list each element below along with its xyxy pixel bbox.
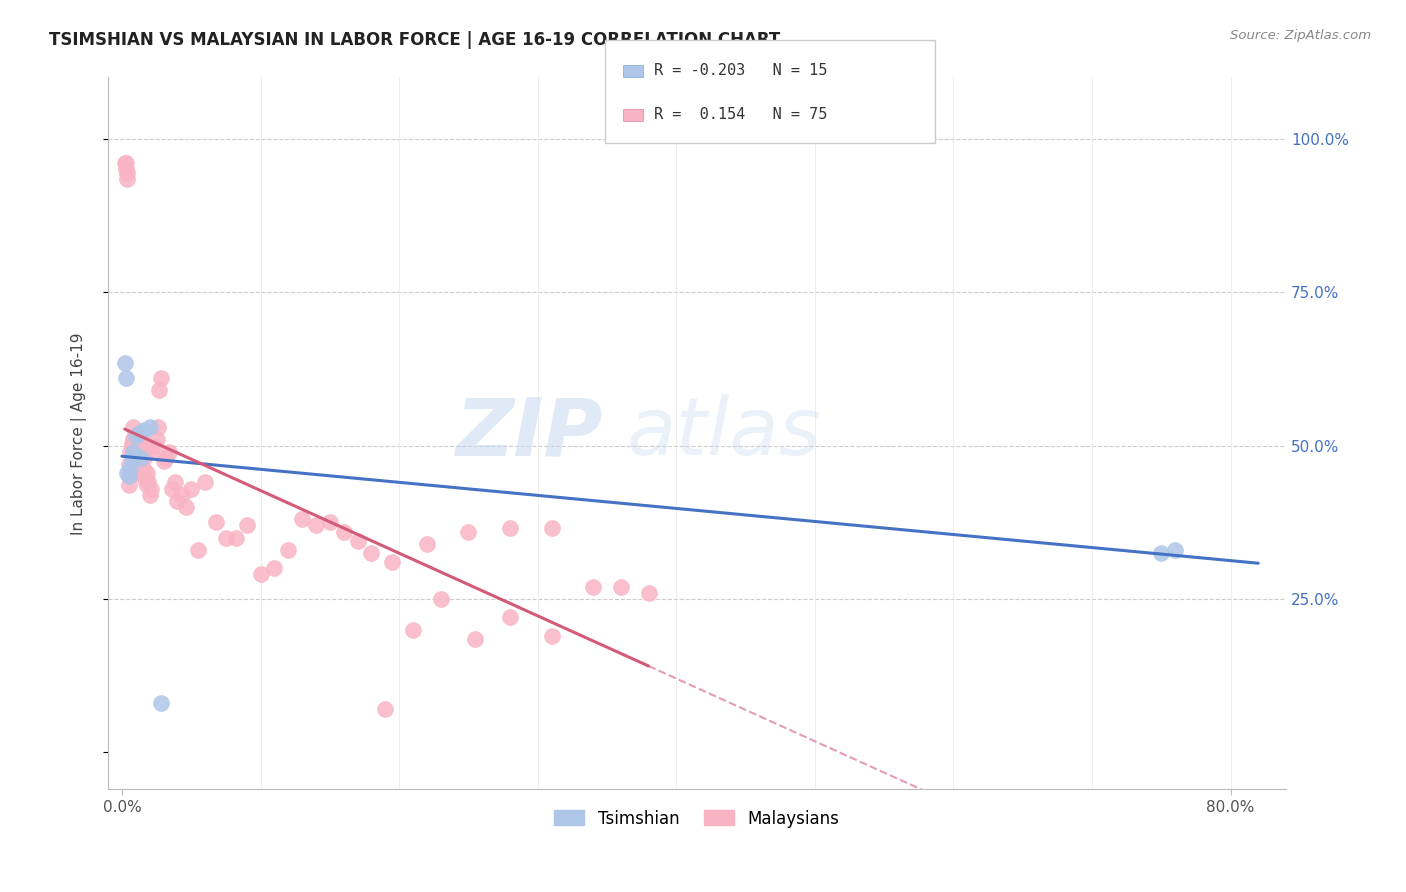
Point	[457, 524, 479, 539]
Point	[118, 478, 141, 492]
Point	[402, 623, 425, 637]
Point	[145, 433, 167, 447]
Point	[277, 542, 299, 557]
Point	[499, 521, 522, 535]
Point	[115, 156, 138, 170]
Point	[124, 433, 146, 447]
Point	[155, 450, 177, 465]
Point	[291, 512, 314, 526]
Point	[132, 450, 155, 465]
Point	[499, 610, 522, 624]
Point	[381, 555, 404, 569]
Point	[1164, 542, 1187, 557]
Point	[118, 469, 141, 483]
Point	[135, 467, 157, 481]
Point	[142, 439, 165, 453]
Point	[263, 561, 285, 575]
Point	[174, 500, 197, 514]
Point	[416, 537, 439, 551]
Point	[127, 457, 149, 471]
Point	[141, 444, 163, 458]
Point	[152, 454, 174, 468]
Text: TSIMSHIAN VS MALAYSIAN IN LABOR FORCE | AGE 16-19 CORRELATION CHART: TSIMSHIAN VS MALAYSIAN IN LABOR FORCE | …	[49, 31, 780, 49]
Point	[117, 171, 139, 186]
Text: atlas: atlas	[626, 394, 821, 473]
Point	[128, 439, 150, 453]
Point	[125, 444, 148, 458]
Point	[125, 457, 148, 471]
Point	[114, 156, 136, 170]
Point	[135, 478, 157, 492]
Point	[138, 420, 160, 434]
Point	[115, 371, 138, 385]
Point	[128, 426, 150, 441]
Point	[332, 524, 354, 539]
Point	[125, 467, 148, 481]
Point	[540, 521, 562, 535]
Point	[610, 580, 633, 594]
Point	[118, 457, 141, 471]
Point	[132, 463, 155, 477]
Point	[194, 475, 217, 490]
Point	[131, 433, 153, 447]
Point	[305, 518, 328, 533]
Point	[346, 533, 368, 548]
Point	[122, 433, 145, 447]
Point	[166, 493, 188, 508]
Point	[637, 586, 659, 600]
Point	[215, 531, 238, 545]
Point	[117, 165, 139, 179]
Point	[374, 702, 396, 716]
Point	[429, 592, 451, 607]
Point	[319, 516, 342, 530]
Point	[170, 488, 193, 502]
Point	[120, 460, 142, 475]
Point	[149, 696, 172, 710]
Point	[134, 472, 156, 486]
Point	[205, 516, 228, 530]
Point	[163, 475, 186, 490]
Point	[121, 450, 143, 465]
Legend: Tsimshian, Malaysians: Tsimshian, Malaysians	[548, 803, 846, 834]
Point	[138, 488, 160, 502]
Point	[120, 463, 142, 477]
Text: ZIP: ZIP	[456, 394, 603, 473]
Point	[180, 482, 202, 496]
Point	[139, 482, 162, 496]
Point	[114, 356, 136, 370]
Point	[1150, 546, 1173, 560]
Point	[157, 444, 180, 458]
Point	[582, 580, 605, 594]
Point	[129, 435, 152, 450]
Point	[118, 469, 141, 483]
Point	[132, 444, 155, 458]
Text: Source: ZipAtlas.com: Source: ZipAtlas.com	[1230, 29, 1371, 42]
Point	[132, 423, 155, 437]
Point	[136, 475, 159, 490]
Point	[122, 420, 145, 434]
Point	[149, 371, 172, 385]
Point	[121, 435, 143, 450]
Point	[225, 531, 247, 545]
Point	[160, 482, 183, 496]
Point	[235, 518, 257, 533]
Y-axis label: In Labor Force | Age 16-19: In Labor Force | Age 16-19	[72, 332, 87, 534]
Point	[115, 162, 138, 177]
Point	[131, 450, 153, 465]
Point	[120, 444, 142, 458]
Point	[117, 467, 139, 481]
Point	[360, 546, 382, 560]
Point	[146, 420, 169, 434]
Point	[121, 439, 143, 453]
Point	[148, 384, 170, 398]
Point	[464, 632, 486, 646]
Point	[187, 542, 209, 557]
Point	[125, 429, 148, 443]
Point	[249, 567, 271, 582]
Text: R =  0.154   N = 75: R = 0.154 N = 75	[654, 107, 827, 122]
Point	[540, 629, 562, 643]
Point	[122, 444, 145, 458]
Text: R = -0.203   N = 15: R = -0.203 N = 15	[654, 63, 827, 78]
